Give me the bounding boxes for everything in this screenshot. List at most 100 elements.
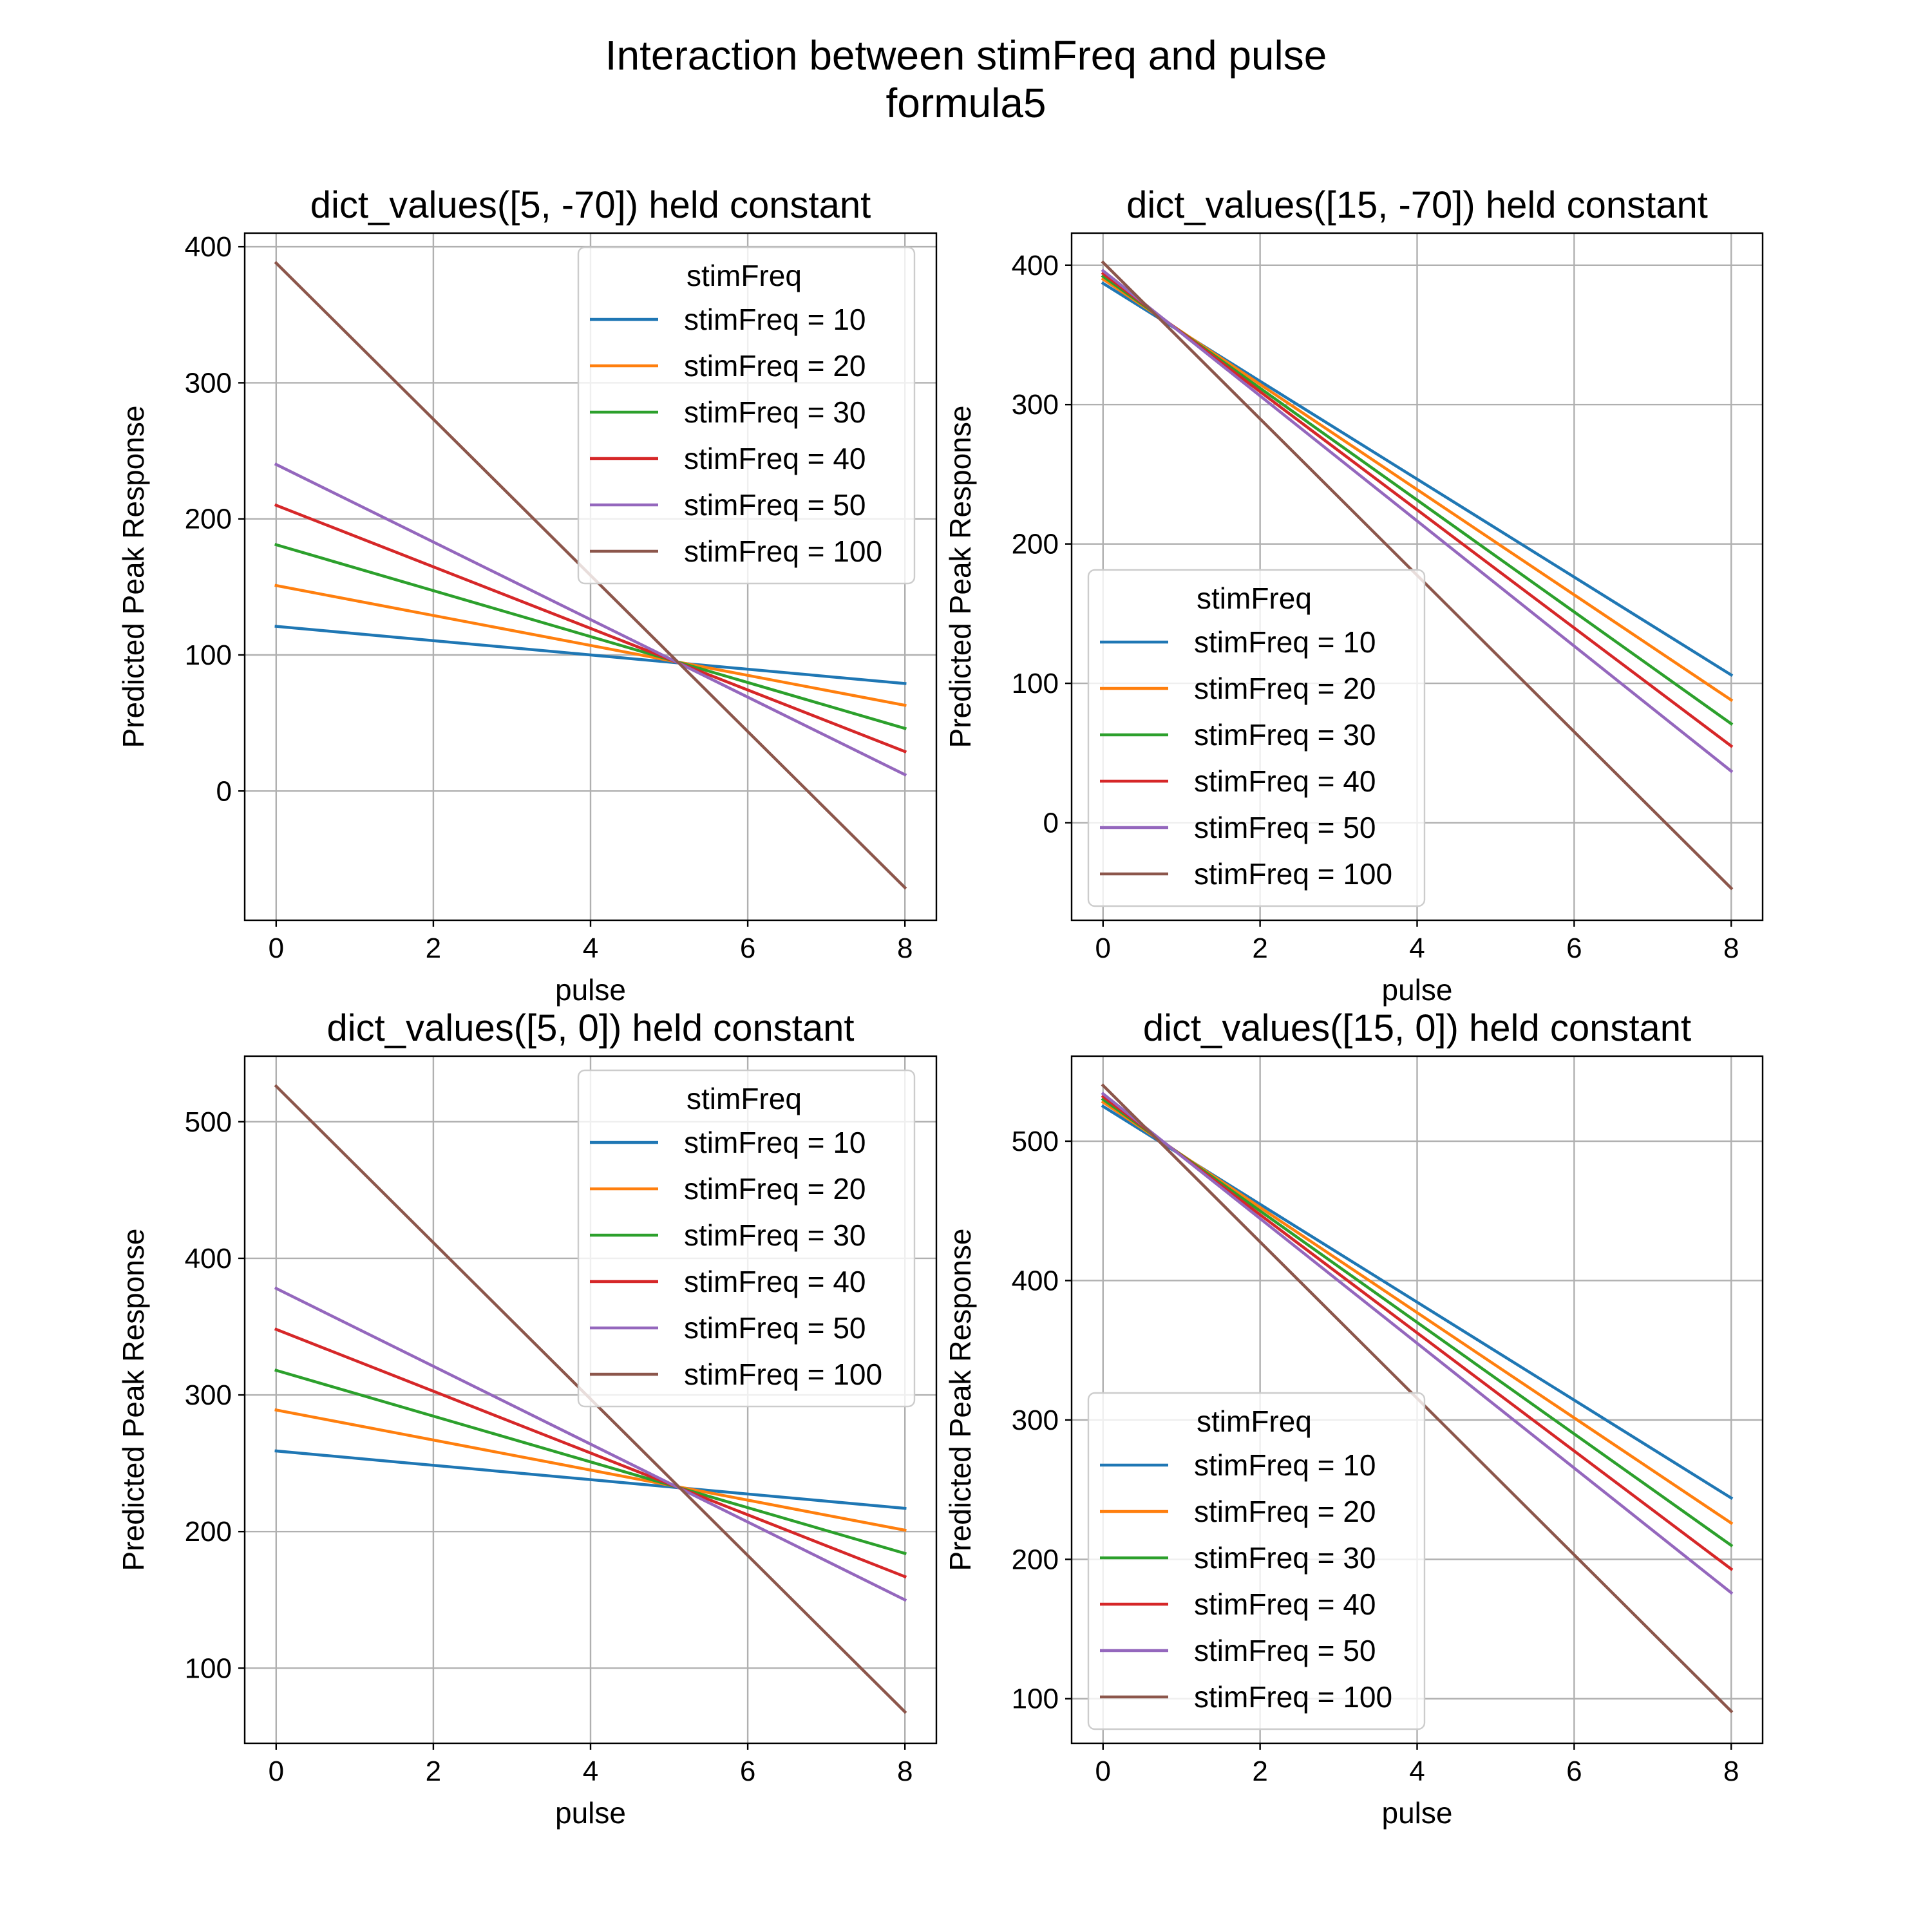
x-tick-label: 0	[269, 933, 284, 964]
y-tick-label: 100	[1012, 1683, 1059, 1715]
legend-title: stimFreq	[1197, 1405, 1312, 1438]
y-tick-label: 0	[1043, 807, 1059, 838]
legend: stimFreq stimFreq = 10 stimFreq = 20 stimFr…	[1087, 1392, 1426, 1730]
figure-title-line1: Interaction between stimFreq and pulse	[605, 32, 1327, 79]
y-tick-label: 500	[1012, 1126, 1059, 1157]
x-tick-label: 6	[1566, 933, 1582, 964]
y-tick-label: 500	[185, 1106, 232, 1138]
series-line-3	[274, 1368, 907, 1555]
series-line-4	[274, 503, 907, 753]
panel-4: 0 2 4 6 8 100 200 300 400 500 dict_values([15, 0])…	[943, 1007, 1764, 1830]
series-line-4	[274, 1327, 907, 1579]
legend-entry-3: stimFreq = 30	[1194, 1541, 1376, 1575]
y-tick-label: 300	[1012, 389, 1059, 421]
legend-entry-3: stimFreq = 30	[684, 395, 866, 429]
legend-entry-1: stimFreq = 10	[1194, 1448, 1376, 1482]
x-tick-label: 8	[1723, 933, 1739, 964]
y-tick-label: 0	[216, 775, 232, 807]
legend-entry-1: stimFreq = 10	[684, 1126, 866, 1159]
x-axis-label: pulse	[1382, 1796, 1453, 1830]
legend-entry-6: stimFreq = 100	[1194, 1680, 1392, 1714]
legend: stimFreq stimFreq = 10 stimFreq = 20 stimFr…	[577, 1069, 916, 1408]
legend-entry-5: stimFreq = 50	[684, 488, 866, 522]
x-tick-label: 2	[1252, 933, 1267, 964]
legend-box	[1087, 569, 1426, 907]
x-tick-label: 8	[897, 1756, 913, 1787]
x-tick-label: 4	[1409, 1756, 1425, 1787]
y-tick-label: 100	[185, 1653, 232, 1684]
x-tick-label: 4	[583, 933, 598, 964]
x-tick-label: 0	[1095, 933, 1111, 964]
y-tick-label: 300	[185, 367, 232, 399]
x-axis-label: pulse	[555, 1796, 626, 1830]
series-line-5	[1101, 1092, 1734, 1595]
y-tick-label: 400	[1012, 1265, 1059, 1296]
legend-entry-4: stimFreq = 40	[1194, 1587, 1376, 1621]
legend-entry-1: stimFreq = 10	[1194, 625, 1376, 659]
legend-entry-2: stimFreq = 20	[684, 349, 866, 383]
panel-title: dict_values([5, -70]) held constant	[310, 184, 871, 226]
series-line-2	[274, 583, 907, 707]
panel-2: 0 2 4 6 8 0 100 200 300 400 dict_values([15, -70])…	[943, 184, 1764, 1007]
legend-box	[577, 1069, 916, 1408]
y-tick-label: 400	[185, 1243, 232, 1274]
legend-entry-2: stimFreq = 20	[1194, 672, 1376, 705]
x-tick-label: 2	[426, 1756, 441, 1787]
x-tick-label: 4	[1409, 933, 1425, 964]
legend-entry-2: stimFreq = 20	[684, 1172, 866, 1206]
x-tick-label: 2	[1252, 1756, 1267, 1787]
x-tick-label: 4	[583, 1756, 598, 1787]
y-axis-label: Predicted Peak Response	[943, 406, 977, 748]
figure-title-line2: formula5	[886, 80, 1046, 126]
y-tick-label: 200	[185, 504, 232, 535]
legend-title: stimFreq	[687, 1082, 802, 1115]
legend-entry-3: stimFreq = 30	[684, 1218, 866, 1252]
y-tick-label: 300	[185, 1379, 232, 1411]
legend-entry-5: stimFreq = 50	[684, 1311, 866, 1345]
x-tick-label: 0	[269, 1756, 284, 1787]
legend-entry-5: stimFreq = 50	[1194, 811, 1376, 844]
series-line-1	[274, 1449, 907, 1510]
x-tick-label: 6	[1566, 1756, 1582, 1787]
x-tick-label: 6	[740, 1756, 755, 1787]
y-tick-label: 300	[1012, 1405, 1059, 1436]
series-line-5	[274, 462, 907, 777]
x-tick-label: 8	[897, 933, 913, 964]
x-tick-label: 8	[1723, 1756, 1739, 1787]
series-line-5	[1101, 269, 1734, 773]
legend-entry-4: stimFreq = 40	[1194, 764, 1376, 798]
y-axis-label: Predicted Peak Response	[117, 1229, 150, 1571]
y-tick-label: 400	[1012, 250, 1059, 281]
legend-box	[1087, 1392, 1426, 1730]
series-line-2	[274, 1408, 907, 1532]
legend-title: stimFreq	[687, 259, 802, 292]
legend-entry-6: stimFreq = 100	[684, 535, 882, 568]
x-tick-label: 6	[740, 933, 755, 964]
panel-1: 0 2 4 6 8 0 100 200 300 400 dict_values([5, -70]) …	[117, 184, 938, 1007]
legend-entry-6: stimFreq = 100	[684, 1358, 882, 1391]
panel-title: dict_values([15, 0]) held constant	[1143, 1007, 1691, 1049]
y-tick-label: 200	[1012, 1544, 1059, 1575]
panel-title: dict_values([15, -70]) held constant	[1126, 184, 1708, 226]
legend-box	[577, 246, 916, 585]
y-axis-label: Predicted Peak Response	[943, 1229, 977, 1571]
legend-entry-6: stimFreq = 100	[1194, 857, 1392, 891]
legend-entry-4: stimFreq = 40	[684, 442, 866, 475]
y-axis-label: Predicted Peak Response	[117, 406, 150, 748]
legend-entry-4: stimFreq = 40	[684, 1265, 866, 1298]
series-line-4	[1101, 271, 1734, 748]
panel-3: 0 2 4 6 8 100 200 300 400 500 dict_values([5, 0]) …	[117, 1007, 938, 1830]
legend-entry-2: stimFreq = 20	[1194, 1495, 1376, 1528]
x-axis-label: pulse	[1382, 973, 1453, 1007]
y-tick-label: 200	[1012, 529, 1059, 560]
series-line-1	[274, 625, 907, 685]
series-line-5	[274, 1286, 907, 1602]
legend-entry-5: stimFreq = 50	[1194, 1634, 1376, 1667]
legend-entry-3: stimFreq = 30	[1194, 718, 1376, 752]
series-line-3	[274, 543, 907, 730]
legend-title: stimFreq	[1197, 582, 1312, 615]
x-axis-label: pulse	[555, 973, 626, 1007]
y-tick-label: 100	[1012, 668, 1059, 699]
legend: stimFreq stimFreq = 10 stimFreq = 20 stimFr…	[577, 246, 916, 585]
